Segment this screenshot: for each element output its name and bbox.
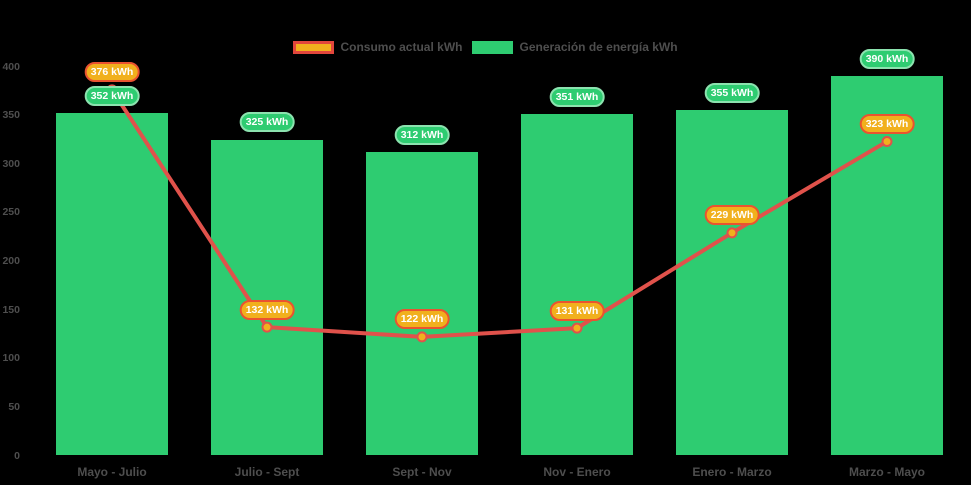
- line-value-label: 376 kWh: [84, 62, 140, 83]
- bar-value-label: 355 kWh: [704, 82, 760, 103]
- y-axis-tick-label: 0: [14, 449, 20, 462]
- bar-value-label: 352 kWh: [84, 85, 140, 106]
- legend-label-consumo: Consumo actual kWh: [340, 40, 463, 54]
- legend-swatch-consumo-icon: [293, 40, 335, 54]
- bar-value-label: 325 kWh: [239, 112, 295, 133]
- x-axis-label: Marzo - Mayo: [848, 465, 926, 479]
- line-value-label: 323 kWh: [859, 113, 915, 134]
- legend-label-generacion: Generación de energía kWh: [519, 40, 678, 54]
- y-axis-tick-label: 250: [2, 206, 20, 219]
- bar-value-label: 390 kWh: [859, 48, 915, 69]
- y-axis-tick-label: 400: [2, 60, 20, 73]
- bar-julio-sept[interactable]: [211, 139, 323, 456]
- legend-item-generacion[interactable]: Generación de energía kWh: [472, 40, 678, 54]
- x-axis-label: Sept - Nov: [392, 465, 452, 479]
- y-axis-tick-label: 150: [2, 303, 20, 316]
- y-axis-tick-label: 100: [2, 352, 20, 365]
- bar-nov-enero[interactable]: [521, 114, 633, 456]
- chart-legend: Consumo actual kWh Generación de energía…: [0, 40, 971, 54]
- legend-item-consumo-actual[interactable]: Consumo actual kWh: [293, 40, 462, 54]
- line-value-label: 132 kWh: [239, 299, 295, 320]
- line-value-label: 122 kWh: [394, 309, 450, 330]
- y-axis-tick-label: 50: [8, 400, 20, 413]
- line-value-label: 131 kWh: [549, 300, 605, 321]
- x-axis-label: Julio - Sept: [234, 465, 300, 479]
- x-axis-label: Enero - Marzo: [692, 465, 772, 479]
- y-axis-tick-label: 200: [2, 255, 20, 268]
- bar-value-label: 351 kWh: [549, 86, 605, 107]
- line-value-label: 229 kWh: [704, 205, 760, 226]
- x-axis-label: Mayo - Julio: [77, 465, 147, 479]
- bar-mayo-julio[interactable]: [56, 113, 168, 456]
- y-axis-tick-label: 300: [2, 157, 20, 170]
- y-axis-tick-label: 350: [2, 109, 20, 122]
- bar-enero-marzo[interactable]: [676, 110, 788, 456]
- bar-sept-nov[interactable]: [366, 152, 478, 456]
- legend-swatch-generacion-icon: [472, 40, 514, 54]
- x-axis-label: Nov - Enero: [543, 465, 611, 479]
- bar-value-label: 312 kWh: [394, 124, 450, 145]
